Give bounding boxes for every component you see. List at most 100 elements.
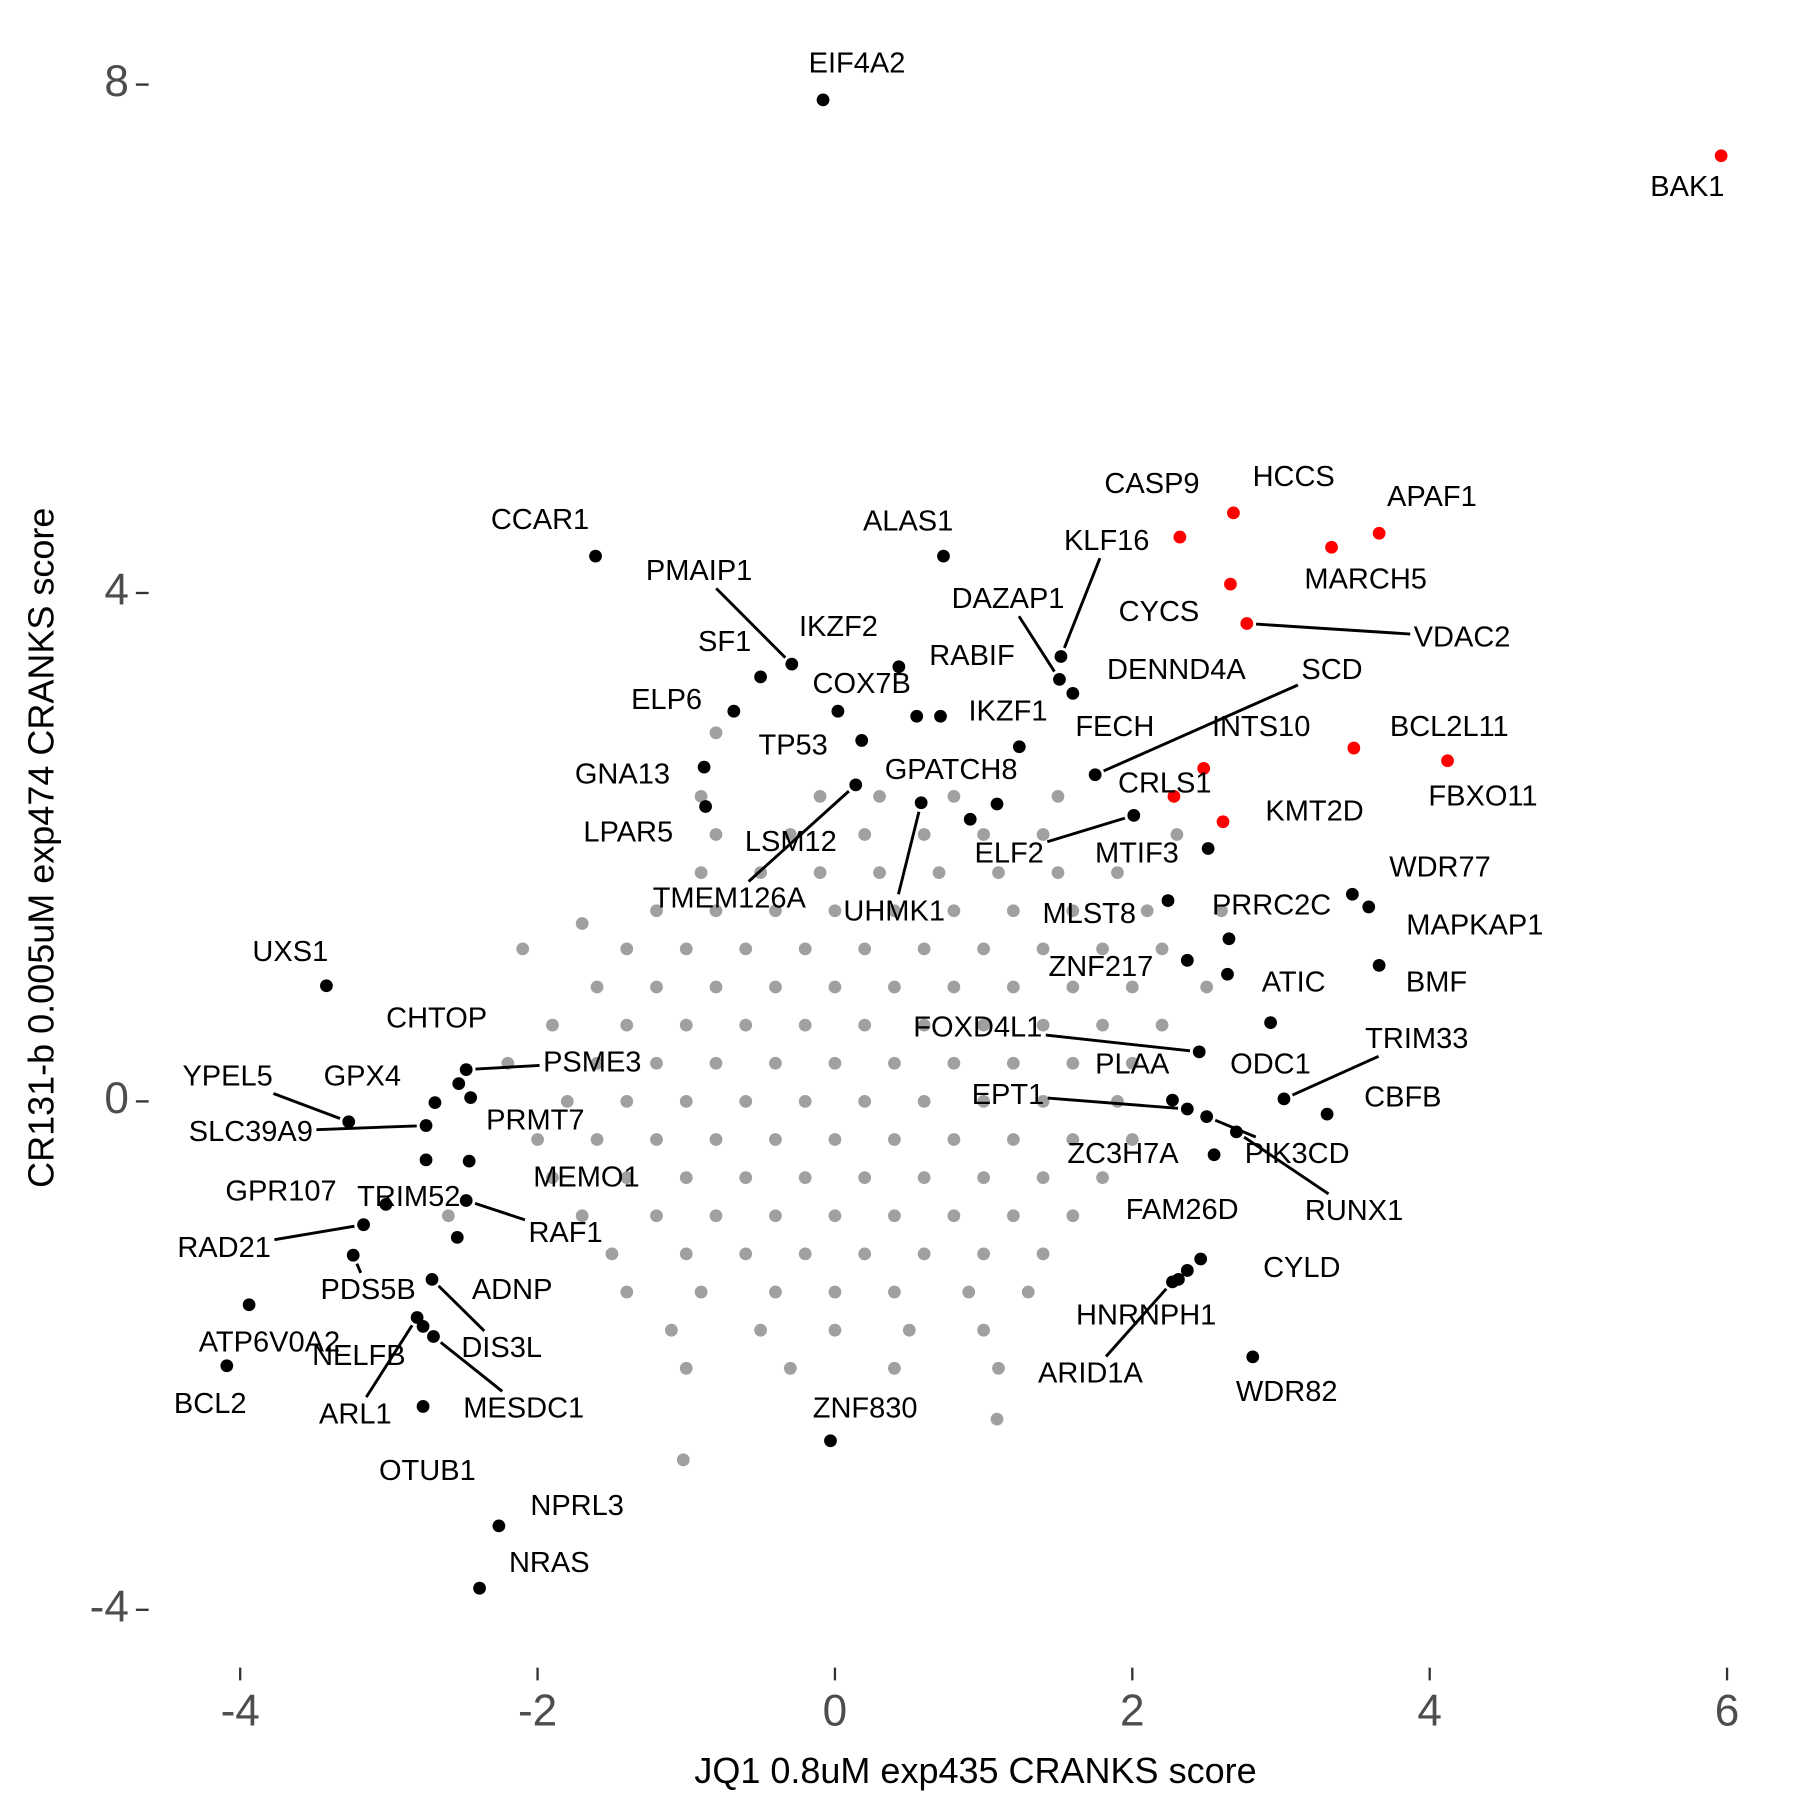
point [1180, 953, 1194, 967]
point-label: UHMK1 [843, 895, 945, 927]
point [888, 904, 901, 918]
point [769, 1133, 782, 1146]
point-label: ATIC [1262, 966, 1326, 998]
point-label: HNRNPH1 [1076, 1300, 1216, 1332]
leader-line [1243, 1135, 1330, 1196]
point-label: HCCS [1253, 461, 1335, 493]
point-label: MLST8 [1043, 898, 1137, 930]
point-label: ZNF830 [813, 1392, 918, 1424]
point [473, 1581, 486, 1595]
point [1372, 526, 1386, 540]
point [977, 1018, 991, 1032]
point [590, 1133, 604, 1146]
point [379, 1197, 393, 1211]
point-label: ARL1 [319, 1398, 392, 1430]
point [785, 657, 799, 671]
leader-line [355, 1263, 363, 1274]
point-label: WDR77 [1389, 851, 1491, 883]
point [739, 1018, 753, 1032]
x-tick-label: 2 [1120, 1687, 1145, 1736]
point [962, 1285, 976, 1299]
point [546, 1171, 559, 1185]
point [650, 904, 663, 918]
point [492, 1519, 506, 1533]
point [1166, 1275, 1179, 1289]
leader-line [1104, 1287, 1168, 1358]
point-label: BCL2L11 [1390, 711, 1509, 743]
point [798, 1095, 812, 1108]
point [769, 1209, 782, 1223]
point-label: ALAS1 [863, 505, 953, 537]
point-label: GPATCH8 [885, 754, 1018, 786]
point [1053, 673, 1066, 686]
point [1036, 1171, 1050, 1185]
point-label: CYLD [1263, 1252, 1340, 1284]
point [783, 828, 797, 841]
point [824, 1434, 837, 1448]
point [828, 1133, 842, 1146]
point [888, 1133, 901, 1146]
point [694, 866, 708, 880]
point [1155, 1018, 1169, 1032]
leader-line [897, 811, 921, 895]
point [425, 1272, 439, 1286]
point-label: SF1 [698, 626, 751, 658]
point [590, 1056, 604, 1070]
point-label: CYCS [1119, 596, 1200, 628]
point-label: EPT1 [972, 1079, 1045, 1111]
point [783, 1361, 797, 1375]
point [242, 1298, 256, 1312]
point [977, 942, 991, 956]
point [858, 828, 872, 841]
point [664, 1323, 678, 1337]
point-label: PRMT7 [486, 1104, 584, 1136]
point [320, 979, 333, 993]
point [798, 942, 812, 956]
point [590, 980, 604, 994]
point [917, 1247, 931, 1261]
point-label: IKZF2 [799, 611, 878, 643]
leader-line [1063, 557, 1102, 649]
point-label: FOXD4L1 [913, 1012, 1042, 1044]
point [947, 980, 961, 994]
x-tick-label: -2 [518, 1687, 557, 1736]
point [679, 942, 693, 956]
point [977, 828, 991, 841]
point-label: NRAS [509, 1547, 590, 1579]
point-label: NELFB [312, 1340, 406, 1372]
point [1066, 1209, 1080, 1223]
leader-line [274, 1224, 355, 1242]
leader-line [1255, 622, 1411, 636]
point [1127, 809, 1141, 822]
point [873, 789, 886, 803]
point-label: FAM26D [1126, 1194, 1239, 1226]
point [932, 866, 946, 880]
point [828, 1056, 842, 1070]
point-label: ODC1 [1230, 1049, 1311, 1081]
point-label: LPAR5 [583, 816, 673, 848]
point [450, 1231, 464, 1244]
point [1125, 1133, 1139, 1146]
point [699, 800, 712, 813]
point [769, 1056, 782, 1070]
point [697, 760, 711, 774]
point [977, 1095, 991, 1108]
point-label: CBFB [1364, 1081, 1441, 1113]
point-label: IKZF1 [969, 696, 1048, 728]
leader-line [272, 1092, 341, 1120]
point [694, 1285, 708, 1299]
x-tick-label: 0 [823, 1687, 848, 1736]
point-label: MAPKAP1 [1406, 909, 1543, 941]
point-label: VDAC2 [1414, 621, 1511, 653]
point-label: MTIF3 [1095, 837, 1179, 869]
point [1173, 530, 1187, 544]
point [1006, 980, 1020, 994]
point [1347, 741, 1361, 755]
leader-line [365, 1324, 414, 1398]
point [1167, 789, 1181, 803]
point [992, 866, 1005, 880]
point [620, 942, 634, 956]
point [739, 1095, 753, 1108]
point-label: COX7B [812, 668, 910, 700]
